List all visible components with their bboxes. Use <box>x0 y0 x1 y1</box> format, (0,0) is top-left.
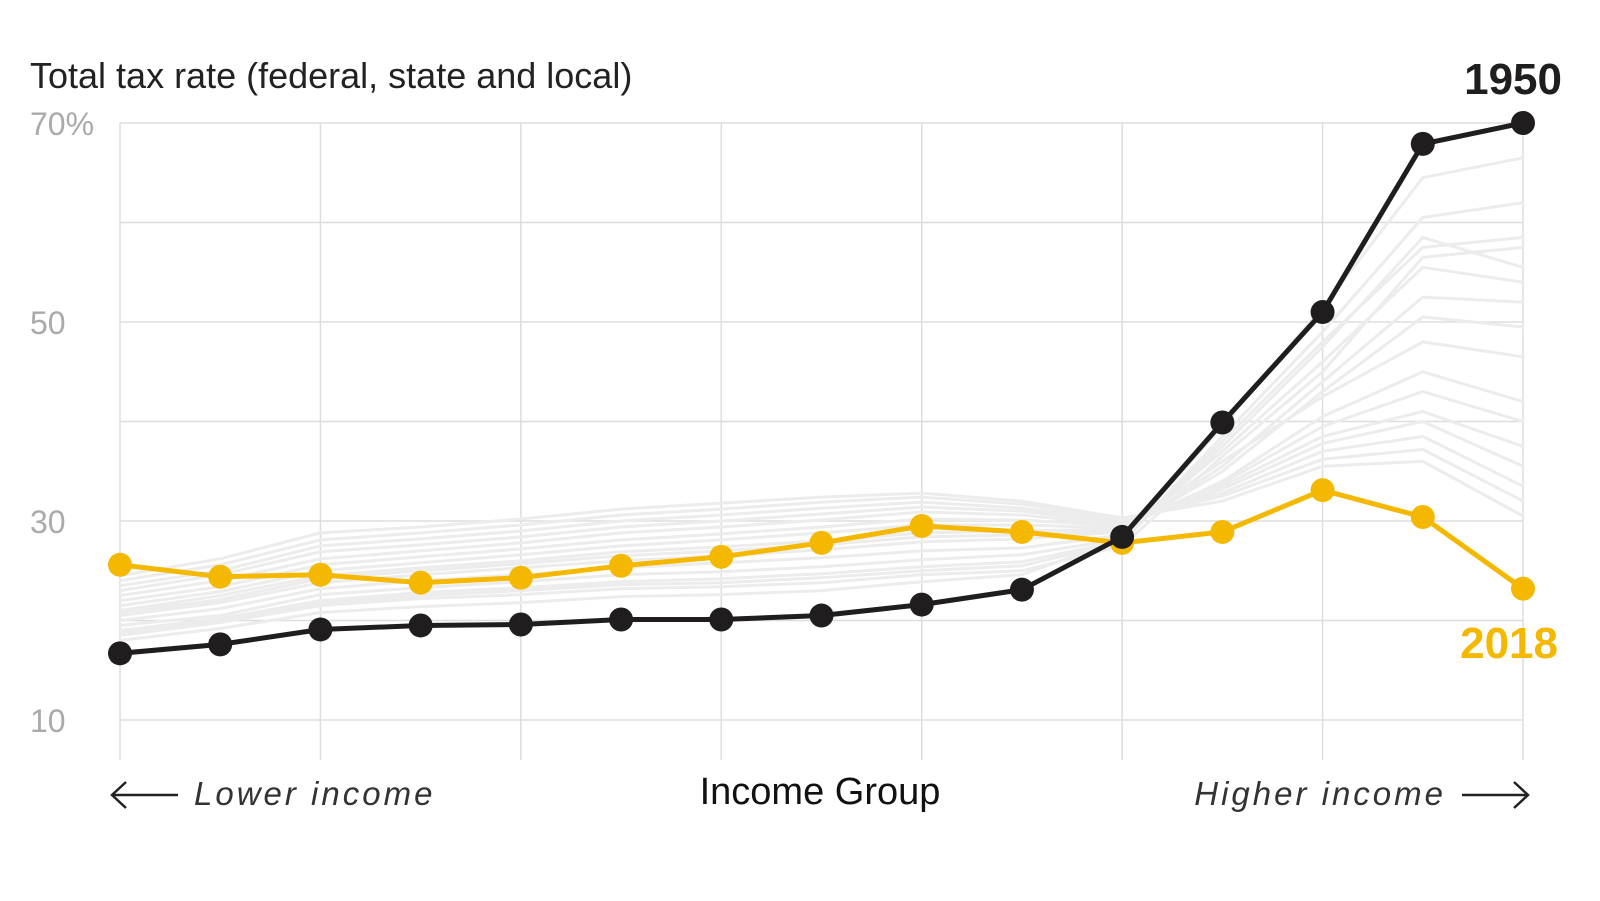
y-tick-label: 50 <box>30 305 66 341</box>
series-label-2018: 2018 <box>1460 619 1558 668</box>
background-series-line <box>119 390 1524 603</box>
x-left-label: Lower income <box>194 775 435 812</box>
data-point-1950 <box>108 641 132 666</box>
background-series-layer <box>119 156 1524 642</box>
data-point-1950 <box>1110 524 1135 549</box>
data-point-2018 <box>809 530 834 555</box>
data-point-2018 <box>108 552 132 577</box>
left-arrow-icon <box>110 781 178 809</box>
data-point-1950 <box>308 617 333 642</box>
grid-layer <box>119 122 1524 760</box>
chart-title: Total tax rate (federal, state and local… <box>30 55 632 96</box>
y-tick-label: 30 <box>30 504 66 540</box>
data-point-2018 <box>909 513 934 538</box>
data-point-1950 <box>408 613 433 638</box>
y-tick-label: 70% <box>30 106 94 142</box>
series-layer <box>108 111 1535 666</box>
background-series-line <box>119 265 1524 622</box>
y-tick-labels: 70% 50 30 10 <box>30 106 94 739</box>
data-point-2018 <box>709 544 734 569</box>
data-point-1950 <box>709 607 734 632</box>
x-axis-labels: Lower income Income Group Higher income <box>110 771 1530 813</box>
background-series-line <box>119 245 1524 637</box>
background-series-line <box>119 410 1524 598</box>
data-point-2018 <box>308 562 333 587</box>
y-tick-label: 10 <box>30 703 66 739</box>
background-series-line <box>119 235 1524 627</box>
data-point-1950 <box>809 603 834 628</box>
data-point-1950 <box>1511 111 1535 135</box>
data-point-1950 <box>1210 410 1235 435</box>
background-series-line <box>119 434 1524 588</box>
data-point-2018 <box>208 564 233 589</box>
data-point-1950 <box>1310 300 1335 325</box>
series-label-1950: 1950 <box>1464 55 1562 104</box>
data-point-2018 <box>1410 505 1435 530</box>
x-right-label: Higher income <box>1194 775 1446 812</box>
background-series-line <box>119 201 1524 632</box>
background-series-line <box>119 420 1524 593</box>
data-point-1950 <box>508 612 533 637</box>
data-point-2018 <box>408 570 433 595</box>
background-series-line <box>119 235 1524 634</box>
data-point-2018 <box>1310 478 1335 503</box>
data-point-1950 <box>1009 577 1034 602</box>
data-point-2018 <box>1511 576 1535 601</box>
data-point-1950 <box>909 592 934 617</box>
data-point-1950 <box>208 632 233 657</box>
background-series-line <box>119 459 1524 578</box>
data-point-1950 <box>609 607 634 632</box>
data-point-2018 <box>1210 519 1235 544</box>
background-series-line <box>119 447 1524 583</box>
data-point-1950 <box>1410 131 1435 156</box>
data-point-2018 <box>508 565 533 590</box>
data-point-2018 <box>609 553 634 578</box>
data-point-2018 <box>1009 519 1034 544</box>
x-axis-title: Income Group <box>700 771 941 813</box>
right-arrow-icon <box>1462 781 1530 809</box>
